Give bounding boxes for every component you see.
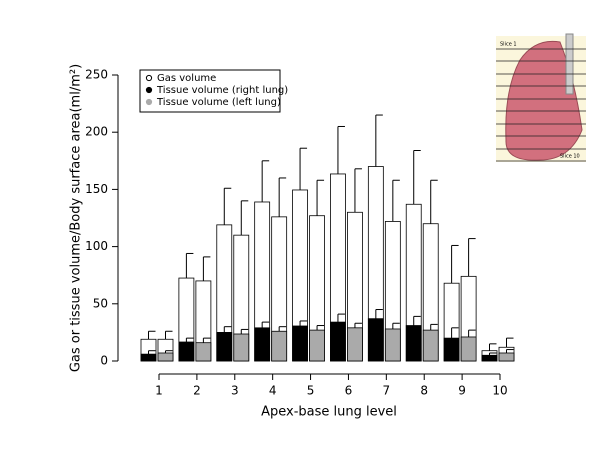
bar [422, 329, 439, 362]
bar [481, 354, 498, 362]
bar [254, 327, 271, 362]
bar [157, 352, 174, 362]
y-tick-label: 250 [85, 68, 108, 82]
legend-marker [145, 86, 153, 94]
inset-label: Slice 1 [500, 42, 517, 48]
x-tick-label: 9 [458, 384, 466, 398]
bar [330, 321, 346, 362]
bar [195, 342, 212, 362]
bar [292, 325, 308, 362]
legend-label: Tissue volume (right lung) [156, 85, 288, 96]
x-tick-label: 3 [231, 384, 239, 398]
x-tick-label: 6 [345, 384, 353, 398]
y-tick-label: 150 [85, 182, 108, 196]
bar [271, 330, 288, 362]
bar [216, 331, 233, 362]
bar [233, 333, 250, 362]
x-axis-label: Apex-base lung level [261, 405, 397, 420]
y-tick-label: 100 [85, 239, 108, 253]
bar [309, 329, 325, 362]
lung-inset: Slice 1 Slice 10 [496, 33, 586, 162]
bar [443, 337, 460, 362]
slice-lines [496, 48, 586, 162]
bar [178, 341, 195, 362]
legend-box [139, 69, 281, 113]
bar [140, 353, 157, 362]
bar [347, 327, 363, 362]
inset-label: Slice 10 [560, 154, 580, 160]
trachea [565, 33, 574, 95]
legend-marker [145, 74, 153, 82]
x-tick-label: 5 [307, 384, 315, 398]
x-tick-label: 7 [383, 384, 391, 398]
bar [460, 336, 477, 362]
legend-marker [145, 98, 153, 106]
lung-shape [505, 40, 583, 161]
bar [367, 318, 384, 362]
bar [498, 352, 515, 362]
x-tick-label: 4 [269, 384, 277, 398]
x-tick-label: 2 [193, 384, 201, 398]
legend-label: Gas volume [157, 73, 216, 84]
x-tick-label: 8 [420, 384, 428, 398]
y-axis-label: Gas or tissue volume/Body surface area(m… [69, 64, 84, 372]
bar [384, 328, 401, 362]
y-tick-label: 50 [93, 296, 108, 310]
x-tick-label: 1 [155, 384, 163, 398]
y-tick-label: 0 [100, 354, 108, 368]
bar [405, 325, 422, 362]
x-tick-label: 10 [492, 384, 507, 398]
legend-label: Tissue volume (left lung) [156, 97, 281, 108]
y-tick-label: 200 [85, 125, 108, 139]
